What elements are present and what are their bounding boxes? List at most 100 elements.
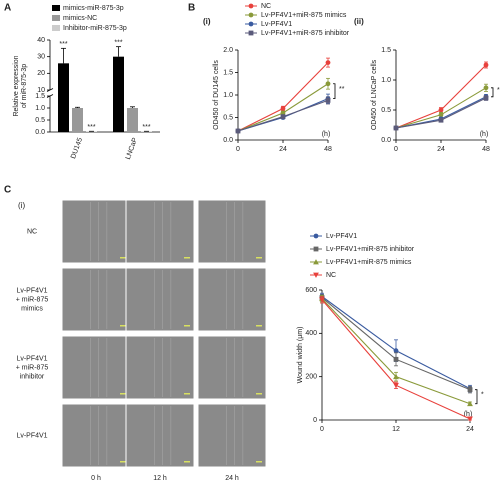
marker: [313, 259, 319, 265]
legend-label: Lv-PF4V1: [261, 21, 292, 28]
x-axis-label: (h): [464, 411, 473, 418]
scale-bar: [184, 393, 190, 395]
legend-label: mimics-miR-875-3p: [63, 5, 124, 12]
marker: [467, 416, 473, 422]
significance: ***: [87, 124, 95, 131]
y-axis-label: OD450 of LNCaP cells: [371, 59, 378, 130]
legend-label: NC: [261, 3, 271, 10]
micrograph: [197, 335, 267, 400]
y-tick-label: 0.5: [223, 114, 233, 121]
significance: ***: [142, 124, 150, 131]
micrograph: [125, 199, 195, 264]
marker: [248, 12, 254, 18]
marker: [248, 21, 254, 27]
scale-bar: [120, 393, 126, 395]
bar: [72, 108, 83, 132]
micrograph: [197, 199, 267, 264]
legend-swatch: [52, 5, 60, 11]
bar: [127, 108, 138, 132]
marker: [438, 107, 444, 113]
image-panel-label: (i): [18, 201, 25, 210]
marker: [393, 382, 399, 389]
marker: [438, 112, 444, 118]
panel-label: B: [188, 3, 195, 14]
x-tick-label: DU145: [70, 137, 84, 160]
y-tick-label: 40: [37, 37, 45, 44]
micrograph: [125, 403, 195, 468]
x-tick-label: 0: [236, 146, 240, 153]
panel-label: A: [4, 3, 11, 14]
scale-bar: [120, 325, 126, 327]
y-tick-label: 2.0: [223, 47, 233, 54]
x-axis-label: (h): [480, 131, 489, 138]
significance: ***: [114, 40, 122, 47]
x-tick-label: 48: [324, 146, 332, 153]
marker: [325, 98, 331, 103]
x-tick-label: 24: [279, 146, 287, 153]
marker: [438, 117, 444, 123]
legend-label: Lv-PF4V1+miR-875 mimics: [326, 259, 412, 266]
marker: [393, 356, 399, 362]
y-tick-label: 1.5: [381, 47, 391, 54]
marker: [313, 246, 319, 252]
y-tick-label: 1.0: [223, 92, 233, 99]
marker: [325, 81, 331, 87]
y-tick-label: 400: [305, 330, 317, 337]
marker: [325, 60, 331, 65]
y-tick-label: 0.0: [223, 137, 233, 144]
y-tick-label: 0.0: [35, 129, 45, 136]
panel-label: C: [4, 185, 11, 196]
scale-bar: [184, 461, 190, 463]
legend-swatch: [52, 25, 60, 31]
marker: [313, 233, 319, 239]
marker: [313, 272, 319, 278]
marker: [393, 125, 399, 131]
y-axis-label: Relative expression: [13, 55, 20, 116]
significance: ***: [59, 41, 67, 48]
y-tick-label: 1.5: [35, 93, 45, 100]
legend-label: Lv-PF4V1: [326, 233, 357, 240]
marker: [248, 30, 254, 36]
column-label: 0 h: [91, 475, 101, 482]
row-label: inhibitor: [20, 373, 45, 380]
scale-bar: [120, 461, 126, 463]
panel-sublabel: (ii): [354, 17, 364, 26]
legend-label: NC: [326, 272, 336, 279]
y-tick-label: 0.0: [381, 137, 391, 144]
panel-sublabel: (i): [203, 17, 211, 26]
y-tick-label: 0.5: [35, 117, 45, 124]
legend-label: mimics-NC: [63, 15, 97, 22]
row-label: NC: [27, 228, 37, 235]
significance-bracket: [333, 83, 336, 99]
marker: [467, 400, 473, 407]
legend-swatch: [52, 15, 60, 21]
scale-bar: [184, 325, 190, 327]
micrograph: [125, 335, 195, 400]
scale-bar: [256, 393, 262, 395]
y-tick-label: 10: [37, 87, 45, 94]
x-tick-label: 12: [392, 426, 400, 433]
scale-bar: [256, 257, 262, 259]
significance-bracket: [475, 389, 478, 405]
column-label: 24 h: [225, 475, 239, 482]
column-label: 12 h: [153, 475, 167, 482]
y-tick-label: 1.0: [35, 105, 45, 112]
micrograph: [61, 335, 131, 400]
row-label: mimics: [21, 305, 43, 312]
scale-bar: [256, 325, 262, 327]
marker: [483, 95, 489, 101]
legend-label: Inhibitor-miR-875-3p: [63, 25, 127, 32]
y-tick-label: 1.0: [381, 77, 391, 84]
y-axis-label: Wound width (μm): [297, 327, 304, 384]
micrograph: [197, 403, 267, 468]
marker: [280, 114, 286, 119]
marker: [467, 387, 473, 393]
x-tick-label: 24: [437, 146, 445, 153]
row-label: Lv-PF4V1: [16, 432, 47, 439]
marker: [483, 85, 489, 91]
bar: [113, 56, 124, 132]
marker: [248, 3, 254, 9]
significance: **: [339, 86, 345, 93]
micrograph: [125, 267, 195, 332]
x-tick-label: 0: [320, 426, 324, 433]
